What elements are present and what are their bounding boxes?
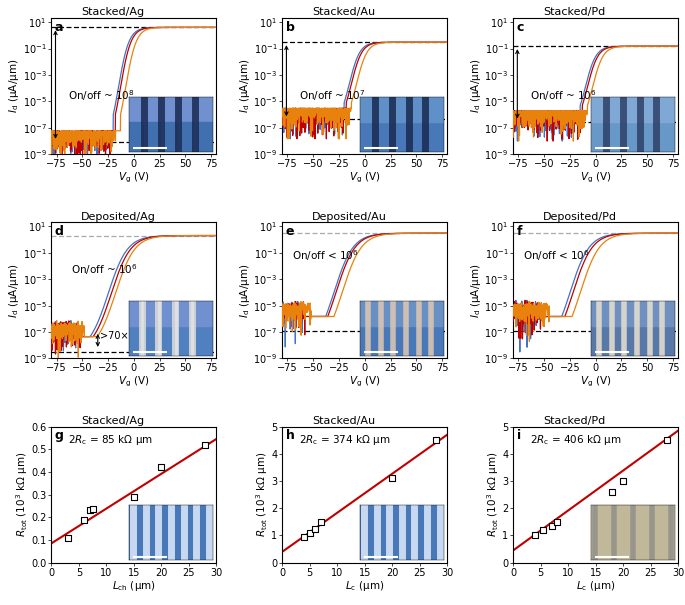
Text: Deposited/Pd: Deposited/Pd <box>543 212 617 221</box>
Y-axis label: $I_\mathrm{d}$ (μA/μm): $I_\mathrm{d}$ (μA/μm) <box>469 263 483 318</box>
Point <box>156 463 167 473</box>
Text: >40×: >40× <box>377 311 406 321</box>
Y-axis label: $R_\mathrm{tot}$ (10$^3$ kΩ μm): $R_\mathrm{tot}$ (10$^3$ kΩ μm) <box>485 452 501 537</box>
Y-axis label: $I_\mathrm{d}$ (μA/μm): $I_\mathrm{d}$ (μA/μm) <box>238 59 252 113</box>
Y-axis label: $R_\mathrm{tot}$ (10$^3$ kΩ μm): $R_\mathrm{tot}$ (10$^3$ kΩ μm) <box>14 452 29 537</box>
X-axis label: $V_\mathrm{g}$ (V): $V_\mathrm{g}$ (V) <box>118 171 149 185</box>
Text: Stacked/Au: Stacked/Au <box>312 416 375 426</box>
Point <box>200 440 211 450</box>
Point <box>618 476 629 486</box>
Text: >30×: >30× <box>608 311 636 321</box>
X-axis label: $V_\mathrm{g}$ (V): $V_\mathrm{g}$ (V) <box>349 171 381 185</box>
Text: On/off < 10$^6$: On/off < 10$^6$ <box>523 249 590 263</box>
Y-axis label: $I_\mathrm{d}$ (μA/μm): $I_\mathrm{d}$ (μA/μm) <box>469 59 483 113</box>
X-axis label: $V_\mathrm{g}$ (V): $V_\mathrm{g}$ (V) <box>580 374 612 389</box>
Y-axis label: $I_\mathrm{d}$ (μA/μm): $I_\mathrm{d}$ (μA/μm) <box>7 59 21 113</box>
Text: Stacked/Ag: Stacked/Ag <box>81 7 144 18</box>
X-axis label: $V_\mathrm{g}$ (V): $V_\mathrm{g}$ (V) <box>349 374 381 389</box>
Text: d: d <box>55 225 64 238</box>
Text: Stacked/Pd: Stacked/Pd <box>543 7 605 18</box>
Text: f: f <box>516 225 522 238</box>
Text: On/off ~ 10$^6$: On/off ~ 10$^6$ <box>530 88 597 103</box>
Point <box>431 436 442 445</box>
Point <box>530 531 540 540</box>
Text: b: b <box>286 21 295 34</box>
Y-axis label: $I_\mathrm{d}$ (μA/μm): $I_\mathrm{d}$ (μA/μm) <box>238 263 252 318</box>
Text: h: h <box>286 430 295 442</box>
Text: i: i <box>516 430 521 442</box>
Point <box>315 517 326 526</box>
Text: Stacked/Ag: Stacked/Ag <box>81 416 144 426</box>
Text: e: e <box>286 225 294 238</box>
Text: On/off ~ 10$^8$: On/off ~ 10$^8$ <box>68 88 134 103</box>
Y-axis label: $R_\mathrm{tot}$ (10$^3$ kΩ μm): $R_\mathrm{tot}$ (10$^3$ kΩ μm) <box>254 452 270 537</box>
X-axis label: $V_\mathrm{g}$ (V): $V_\mathrm{g}$ (V) <box>118 374 149 389</box>
Text: Deposited/Au: Deposited/Au <box>312 212 387 221</box>
Point <box>62 533 73 543</box>
Text: 2$R_\mathrm{c}$ = 406 kΩ μm: 2$R_\mathrm{c}$ = 406 kΩ μm <box>530 433 621 447</box>
Point <box>304 528 315 538</box>
Text: On/off ~ 10$^7$: On/off ~ 10$^7$ <box>299 88 365 103</box>
Point <box>551 517 562 526</box>
Point <box>538 525 549 535</box>
Text: Stacked/Au: Stacked/Au <box>312 7 375 18</box>
Text: >70×: >70× <box>100 332 129 341</box>
Point <box>310 524 321 534</box>
Y-axis label: $I_\mathrm{d}$ (μA/μm): $I_\mathrm{d}$ (μA/μm) <box>7 263 21 318</box>
Point <box>607 487 618 497</box>
Text: On/off < 10$^6$: On/off < 10$^6$ <box>292 249 359 263</box>
X-axis label: $L_\mathrm{c}$ (μm): $L_\mathrm{c}$ (μm) <box>576 579 615 593</box>
X-axis label: $L_\mathrm{c}$ (μm): $L_\mathrm{c}$ (μm) <box>345 579 384 593</box>
Text: a: a <box>55 21 63 34</box>
Point <box>87 505 98 514</box>
Text: 2$R_\mathrm{c}$ = 85 kΩ μm: 2$R_\mathrm{c}$ = 85 kΩ μm <box>68 433 153 447</box>
Point <box>128 492 139 502</box>
Text: g: g <box>55 430 64 442</box>
Point <box>299 532 310 541</box>
Point <box>84 506 95 515</box>
Point <box>662 436 673 445</box>
Text: On/off ~ 10$^6$: On/off ~ 10$^6$ <box>71 262 138 277</box>
Text: Deposited/Ag: Deposited/Ag <box>81 212 156 221</box>
Text: 2$R_\mathrm{c}$ = 374 kΩ μm: 2$R_\mathrm{c}$ = 374 kΩ μm <box>299 433 390 447</box>
X-axis label: $L_\mathrm{ch}$ (μm): $L_\mathrm{ch}$ (μm) <box>112 579 155 593</box>
Text: c: c <box>516 21 524 34</box>
Point <box>387 473 398 483</box>
Point <box>79 515 90 525</box>
X-axis label: $V_\mathrm{g}$ (V): $V_\mathrm{g}$ (V) <box>580 171 612 185</box>
Text: Stacked/Pd: Stacked/Pd <box>543 416 605 426</box>
Point <box>546 521 557 531</box>
